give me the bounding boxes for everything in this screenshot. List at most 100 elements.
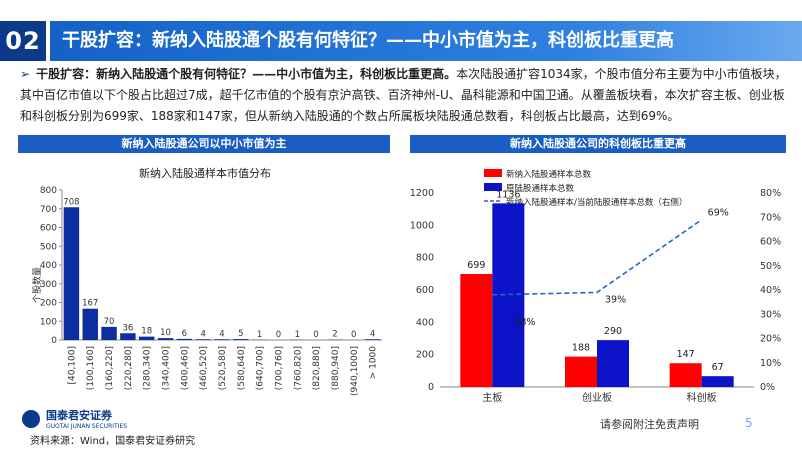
- x-tick-label: > 1000: [369, 346, 379, 380]
- x-tick-label: (640,700]: [256, 346, 266, 390]
- bar-value-label: 5: [238, 329, 243, 339]
- y-tick-label: 500: [40, 242, 57, 252]
- bar-8: [214, 339, 230, 340]
- y2-tick-label: 40%: [760, 285, 781, 296]
- y-tick-label: 300: [40, 280, 57, 290]
- x-tick-label: (700,760]: [274, 346, 284, 390]
- y2-tick-label: 80%: [760, 188, 781, 199]
- bar-value-label: 708: [63, 197, 79, 207]
- y-tick-label: 700: [40, 205, 57, 215]
- x-tick-label: (880,940]: [331, 346, 341, 390]
- bar-value-label: 4: [200, 329, 205, 339]
- header-bar: 02 干股扩容：新纳入陆股通个股有何特征？——中小市值为主，科创板比重更高: [0, 11, 802, 61]
- legend-swatch-original: [484, 183, 502, 191]
- x-tick-label: (160,220]: [105, 346, 115, 390]
- bar-5: [157, 338, 174, 340]
- bar-value-label: 67: [712, 362, 724, 373]
- ratio-label: 39%: [605, 294, 626, 305]
- bar-value-label: 2: [332, 330, 337, 340]
- chart-title: 新纳入陆股通样本市值分布: [139, 166, 271, 180]
- x-tick-label: (100,160]: [86, 346, 96, 390]
- ratio-label: 38%: [514, 317, 535, 328]
- y2-tick-label: 50%: [760, 261, 781, 272]
- y-tick-label: 1200: [410, 188, 434, 199]
- bar-original-0: [492, 203, 525, 387]
- x-tick-label: (220,280]: [124, 346, 134, 390]
- bar-value-label: 4: [219, 329, 224, 339]
- bar-original-1: [597, 340, 629, 387]
- bar-16: [364, 339, 381, 340]
- x-tick-label: (460,520]: [199, 346, 209, 390]
- disclaimer-link[interactable]: 请参阅附注免责声明: [600, 418, 699, 431]
- legend-label-original: 原陆股通样本总数: [506, 183, 575, 194]
- y-tick-label: 800: [40, 186, 57, 196]
- bar-0: [63, 207, 80, 340]
- x-tick-label: (520,580]: [218, 346, 228, 390]
- x-tick-label: (580,640]: [237, 346, 247, 390]
- bar-1: [82, 308, 98, 340]
- y-tick-label: 800: [416, 253, 434, 264]
- bar-value-label: 0: [276, 330, 281, 340]
- y2-tick-label: 10%: [760, 358, 781, 369]
- bar-value-label: 0: [313, 330, 318, 340]
- x-tick-label: (940,1000]: [350, 346, 360, 396]
- bar-new-2: [669, 363, 702, 387]
- board-comparison-chart: 新纳入陆股通样本总数 原陆股通样本总数 新纳入陆股通样本/当前陆股通样本总数（右…: [410, 169, 781, 404]
- y-tick-label: 100: [40, 317, 57, 327]
- page-number: 5: [745, 416, 753, 430]
- bar-new-0: [460, 273, 493, 387]
- bar-6: [176, 338, 193, 340]
- bar-value-label: 1: [295, 330, 300, 340]
- category-label: 科创板: [687, 391, 717, 404]
- y-tick-label: 0: [428, 382, 434, 393]
- x-tick-label: (280,340]: [143, 346, 153, 390]
- bar-value-label: 10: [160, 328, 171, 338]
- section-number: 02: [0, 21, 46, 61]
- y2-tick-label: 30%: [760, 309, 781, 320]
- bar-value-label: 1: [257, 330, 262, 340]
- summary-paragraph: ➢ 干股扩容：新纳入陆股通个股有何特征？——中小市值为主，科创板比重更高。本次陆股…: [20, 64, 790, 127]
- data-source: 资料来源：Wind，国泰君安证券研究: [30, 436, 196, 447]
- logo-english: GUOTAI JUNAN SECURITIES: [46, 423, 128, 430]
- y-tick-label: 600: [40, 224, 57, 234]
- x-tick-label: (400,460]: [180, 346, 190, 390]
- x-tick-label: (760,820]: [293, 346, 303, 390]
- legend-label-new: 新纳入陆股通样本总数: [506, 169, 592, 180]
- bullet-arrow-icon: ➢: [20, 67, 31, 81]
- bar-value-label: 699: [467, 260, 485, 271]
- y-tick-label: 200: [416, 350, 434, 361]
- category-label: 创业板: [582, 391, 612, 404]
- bar-2: [101, 326, 117, 340]
- bar-new-1: [565, 356, 597, 387]
- x-tick-label: (340,400]: [162, 346, 172, 390]
- y-tick-label: 400: [416, 317, 434, 328]
- bar-value-label: 188: [572, 343, 590, 354]
- summary-lead: 干股扩容：新纳入陆股通个股有何特征？——中小市值为主，科创板比重更高。: [36, 67, 457, 81]
- bar-4: [138, 336, 155, 340]
- bar-original-2: [701, 376, 734, 387]
- legend-label-ratio: 新纳入陆股通样本/当前陆股通样本总数（右侧）: [506, 197, 687, 208]
- bar-value-label: 147: [677, 349, 695, 360]
- legend-swatch-new: [484, 169, 502, 177]
- y-tick-label: 1000: [410, 220, 434, 231]
- y2-tick-label: 60%: [760, 237, 781, 248]
- bar-value-label: 18: [141, 327, 152, 337]
- bar-value-label: 70: [104, 317, 115, 327]
- market-cap-distribution-chart: 新纳入陆股通样本市值分布 个股数量 0100200300400500600700…: [31, 166, 382, 396]
- y2-tick-label: 0%: [760, 382, 775, 393]
- y-tick-label: 0: [51, 336, 57, 346]
- bar-value-label: 6: [182, 329, 187, 339]
- ratio-line: [492, 219, 703, 296]
- y-axis-label: 个股数量: [31, 267, 43, 303]
- category-label: 主板: [482, 391, 502, 404]
- left-chart-heading: 新纳入陆股通公司以中小市值为主: [18, 135, 390, 153]
- logo-name: 国泰君安证券: [46, 409, 112, 422]
- y-tick-label: 600: [416, 285, 434, 296]
- bar-value-label: 167: [82, 299, 98, 309]
- bar-value-label: 4: [370, 329, 375, 339]
- logo-mark-icon: [22, 409, 40, 428]
- section-title: 干股扩容：新纳入陆股通个股有何特征？——中小市值为主，科创板比重更高: [50, 21, 802, 61]
- y2-tick-label: 70%: [760, 212, 781, 223]
- bar-7: [195, 339, 211, 340]
- bar-value-label: 36: [122, 323, 133, 333]
